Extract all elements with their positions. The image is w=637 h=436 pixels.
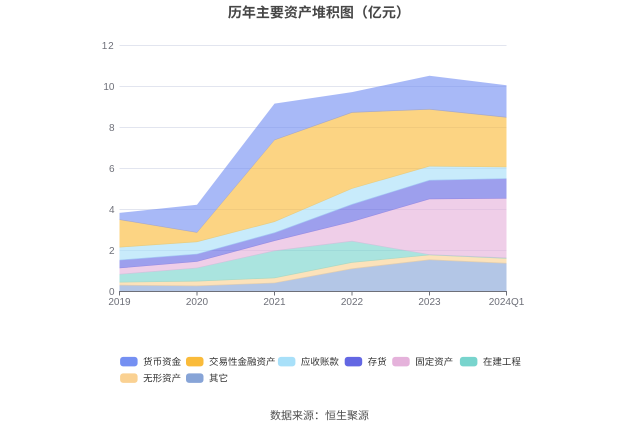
svg-text:2: 2 (109, 246, 115, 257)
svg-text:2023: 2023 (418, 297, 441, 308)
svg-text:2024Q1: 2024Q1 (489, 297, 525, 308)
svg-text:10: 10 (103, 82, 115, 93)
svg-text:0: 0 (109, 287, 115, 298)
svg-text:8: 8 (109, 123, 115, 134)
svg-text:2022: 2022 (341, 297, 364, 308)
svg-text:2019: 2019 (108, 297, 131, 308)
svg-text:12: 12 (102, 41, 115, 52)
svg-text:2021: 2021 (263, 297, 286, 308)
svg-text:6: 6 (109, 164, 115, 175)
svg-text:4: 4 (109, 205, 115, 216)
svg-text:2020: 2020 (186, 297, 209, 308)
